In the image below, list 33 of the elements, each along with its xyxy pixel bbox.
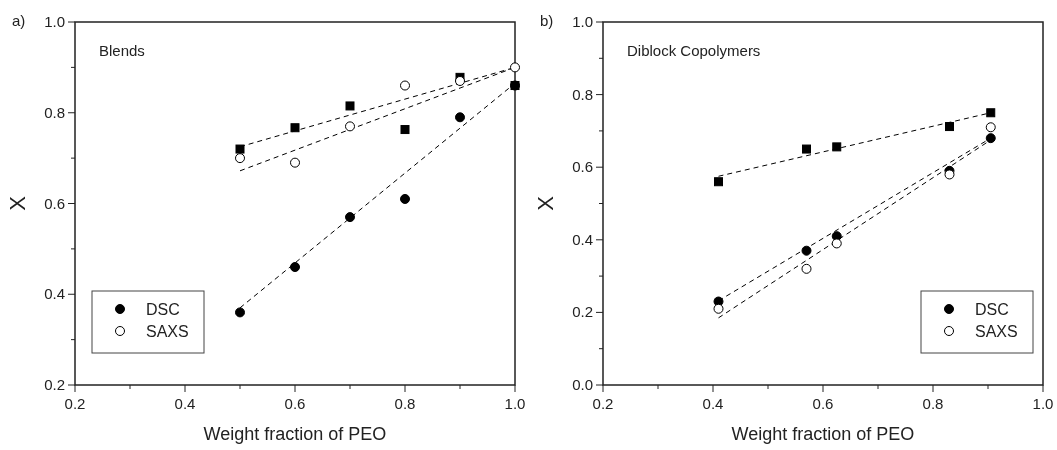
- x-tick-label: 0.4: [702, 395, 724, 412]
- x-tick-label: 0.2: [64, 395, 86, 412]
- x-tick-label: 0.6: [812, 395, 834, 412]
- y-tick-label: 0.6: [44, 194, 65, 212]
- chart-title: b): [540, 12, 554, 29]
- y-tick-label: 0.2: [572, 303, 593, 321]
- legend-label: SAXS: [146, 323, 189, 340]
- y-tick-label: 1.0: [44, 13, 65, 30]
- legend-label: SAXS: [975, 323, 1018, 340]
- legend-label: DSC: [975, 301, 1009, 318]
- x-axis-title: Weight fraction of PEO: [731, 424, 915, 444]
- y-axis-title: X: [5, 195, 30, 211]
- legend-label: DSC: [146, 301, 180, 318]
- y-tick-label: 0.2: [44, 376, 65, 393]
- y-tick-label: 0.8: [572, 85, 593, 103]
- y-tick-label: 0.4: [44, 285, 65, 303]
- x-tick-label: 0.2: [592, 395, 614, 412]
- y-tick-label: 0.0: [572, 376, 593, 393]
- annotation: Diblock Copolymers: [627, 42, 761, 59]
- x-axis-title: Weight fraction of PEO: [203, 424, 387, 444]
- y-tick-label: 0.4: [572, 230, 593, 248]
- x-tick-label: 1.0: [504, 395, 526, 412]
- x-tick-label: 0.6: [284, 395, 306, 412]
- x-tick-label: 0.8: [922, 395, 944, 412]
- annotation: Blends: [99, 42, 145, 59]
- y-tick-label: 0.6: [572, 158, 593, 176]
- x-tick-label: 0.8: [394, 395, 416, 412]
- x-tick-label: 1.0: [1032, 395, 1054, 412]
- chart-title: a): [12, 12, 26, 29]
- y-tick-label: 0.8: [44, 103, 65, 121]
- y-tick-label: 1.0: [572, 13, 593, 30]
- x-tick-label: 0.4: [174, 395, 196, 412]
- y-axis-title: X: [533, 195, 558, 211]
